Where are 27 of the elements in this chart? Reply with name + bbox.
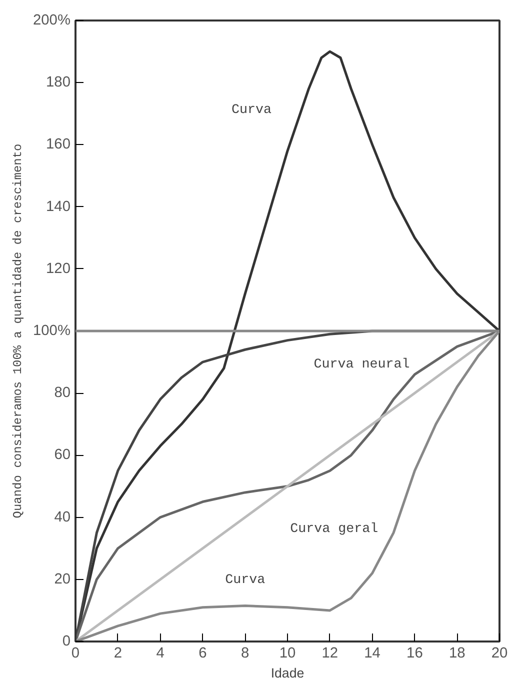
x-tick-label: 14 [364, 646, 380, 662]
x-tick-label: 18 [448, 646, 466, 662]
x-tick-label: 6 [198, 646, 207, 662]
x-tick-label: 16 [406, 646, 423, 662]
y-tick-label: 40 [54, 509, 71, 526]
y-tick-label: 120 [46, 260, 71, 277]
y-tick-label: 180 [46, 74, 71, 91]
annotation: Curva [225, 573, 266, 588]
y-tick-label: 60 [54, 447, 71, 464]
x-tick-label: 4 [156, 646, 164, 662]
x-axis-title: Idade [270, 666, 304, 680]
y-tick-label: 100% [33, 323, 71, 339]
y-tick-label: 200% [33, 12, 71, 28]
y-axis-title: Quando consideramos 100% a quantidade de crescimento [11, 144, 26, 518]
x-tick-label: 2 [114, 646, 122, 662]
y-tick-label: 0 [62, 634, 71, 650]
x-tick-label: 20 [491, 646, 508, 662]
y-tick-label: 140 [46, 198, 71, 215]
x-tick-label: 10 [279, 646, 296, 662]
y-tick-label: 160 [46, 136, 71, 153]
x-tick-label: 12 [322, 646, 338, 662]
annotation: Curva [231, 103, 272, 118]
y-tick-label: 20 [54, 571, 71, 588]
x-tick-label: 8 [241, 646, 250, 662]
annotation: Curva geral [290, 522, 378, 538]
y-tick-label: 80 [54, 385, 71, 402]
annotation: Curva neural [314, 358, 410, 373]
